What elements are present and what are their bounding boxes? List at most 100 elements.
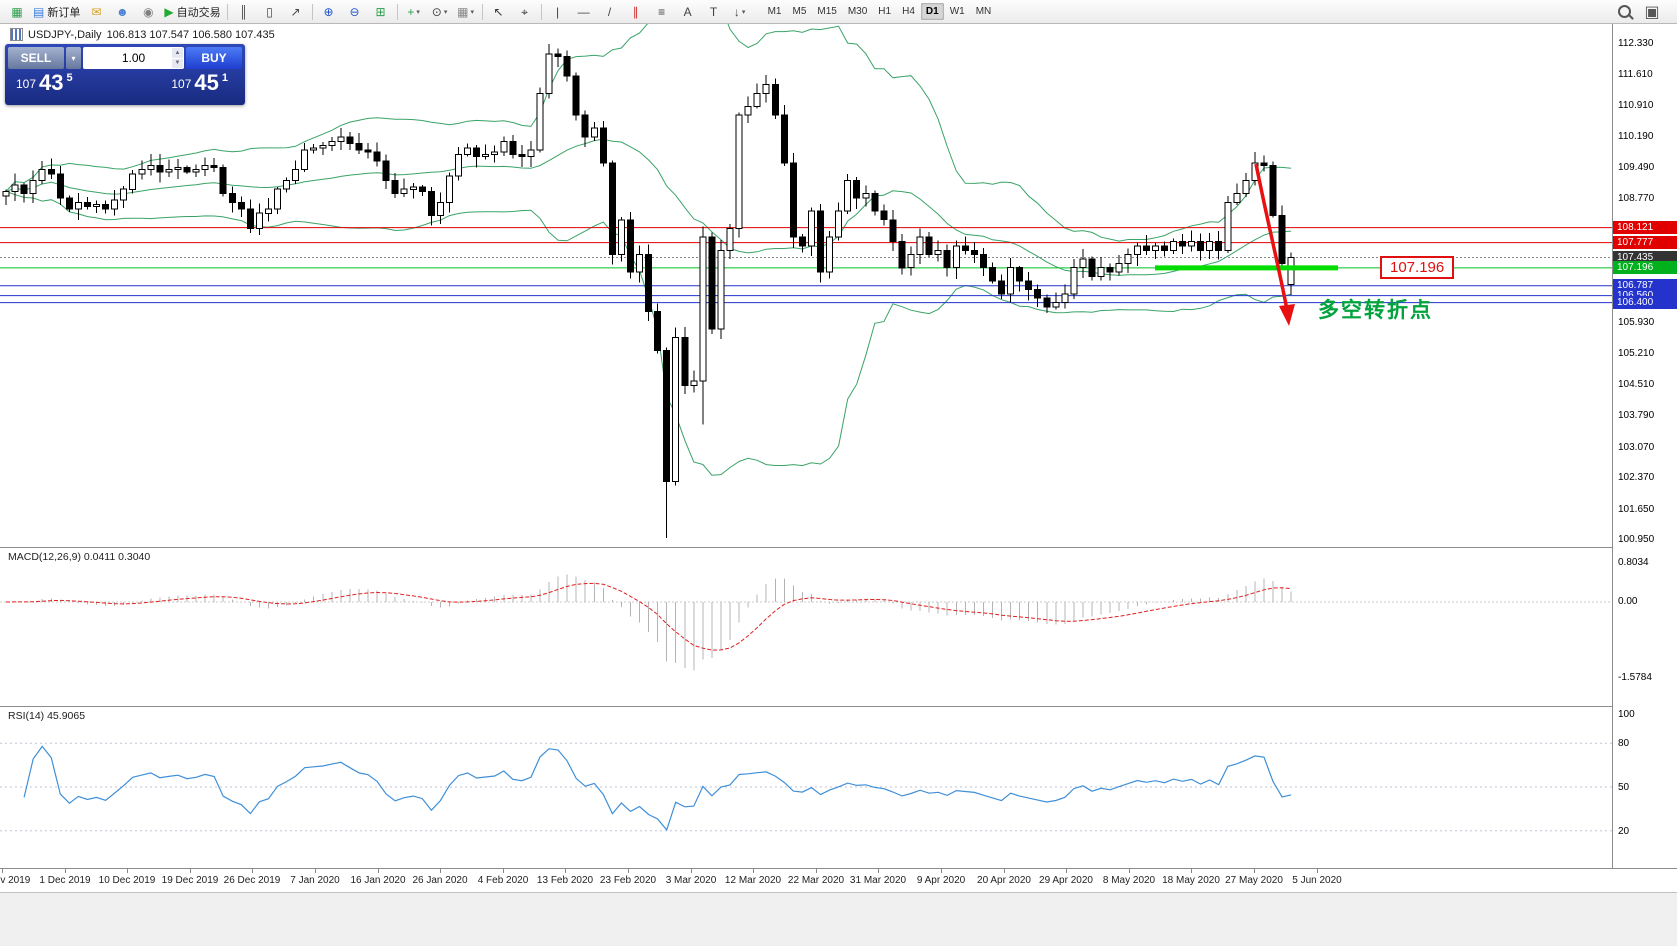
- tile-windows-icon[interactable]: ⊞: [368, 2, 394, 22]
- price-axis-label: 110.190: [1618, 131, 1654, 142]
- cycles-icon[interactable]: ⊙ ▾: [427, 2, 453, 22]
- text-icon[interactable]: A: [675, 2, 701, 22]
- tf-button-d1[interactable]: D1: [920, 3, 944, 20]
- crosshair-icon: ⌖: [521, 4, 528, 19]
- indicators-icon[interactable]: + ▾: [401, 2, 427, 22]
- horizontal-line-icon[interactable]: —: [571, 2, 597, 22]
- tf-button-mn[interactable]: MN: [975, 6, 992, 17]
- tf-button-m1[interactable]: M1: [767, 6, 782, 17]
- chevron-down-icon[interactable]: ▾: [416, 8, 420, 16]
- chart-title: USDJPY-,Daily 106.813 107.547 106.580 10…: [10, 28, 275, 41]
- candles-layer: [2, 44, 1295, 538]
- time-tick: [127, 869, 128, 873]
- alerts-icon: ✉: [91, 4, 102, 19]
- price-tag-108.121: 108.121: [1613, 221, 1677, 234]
- sell-price[interactable]: 107 43 5: [16, 72, 73, 94]
- fibonacci-icon: ≡: [658, 4, 666, 19]
- price-axis-label: 102.370: [1618, 472, 1655, 483]
- tf-button-w1[interactable]: W1: [949, 6, 965, 17]
- profile-icon[interactable]: ☻: [109, 2, 135, 22]
- new-order-button[interactable]: ▤ 新订单: [30, 2, 83, 22]
- search-icon[interactable]: [1618, 5, 1631, 18]
- crosshair-icon[interactable]: ⌖: [512, 2, 538, 22]
- channel-icon: ∥: [632, 4, 639, 19]
- down-arrow[interactable]: [1254, 163, 1289, 311]
- rsi-axis-label: 20: [1618, 826, 1630, 837]
- sell-price-point: 5: [66, 72, 73, 84]
- text-icon: A: [683, 4, 692, 19]
- tf-button-m5[interactable]: M5: [792, 6, 807, 17]
- spin-down-icon[interactable]: ▼: [172, 58, 183, 68]
- price-axis-label: 110.910: [1618, 100, 1654, 111]
- macd-histogram: [14, 574, 1292, 671]
- price-tag-107.777: 107.777: [1613, 236, 1677, 249]
- date-label: 12 Mar 2020: [724, 875, 782, 886]
- main-chart[interactable]: [0, 24, 1612, 548]
- shapes-icon[interactable]: ↓ ▾: [727, 2, 753, 22]
- date-label: 31 Mar 2020: [849, 875, 907, 886]
- chevron-down-icon[interactable]: ▾: [741, 8, 746, 16]
- community-icon[interactable]: ◉: [135, 2, 161, 22]
- pane-separator[interactable]: [0, 547, 1677, 548]
- zoom-out-icon[interactable]: ⊖: [342, 2, 368, 22]
- tf-button-m15[interactable]: M15: [817, 6, 837, 17]
- objects-icon[interactable]: ▦ ▾: [453, 2, 479, 22]
- macd-pane[interactable]: [0, 548, 1612, 707]
- order-type-dropdown[interactable]: ▾: [66, 47, 81, 69]
- time-tick: [503, 869, 504, 873]
- chart-window[interactable]: 112.330 111.610 110.910 110.190 109.490 108.7…: [0, 24, 1677, 946]
- tf-button-h1[interactable]: H1: [878, 6, 892, 17]
- price-axis-label: 103.070: [1618, 442, 1655, 453]
- trendline-icon[interactable]: /: [597, 2, 623, 22]
- time-axis[interactable]: 25 Nov 2019 1 Dec 2019 10 Dec 2019 19 Dec 2…: [0, 868, 1677, 892]
- volume-spinner[interactable]: ▲ ▼: [172, 48, 183, 68]
- date-label: 7 Jan 2020: [290, 875, 340, 886]
- macd-axis-label: -1.5784: [1618, 672, 1652, 683]
- alerts-icon[interactable]: ✉: [83, 2, 109, 22]
- price-axis[interactable]: 112.330 111.610 110.910 110.190 109.490 108.7…: [1612, 24, 1677, 868]
- buy-price-figure: 107: [171, 77, 192, 91]
- volume-input[interactable]: 1.00 ▲ ▼: [83, 47, 184, 69]
- app-icon: ▦: [11, 4, 23, 19]
- buy-price[interactable]: 107 45 1: [171, 72, 228, 94]
- date-label: 27 May 2020: [1225, 875, 1283, 886]
- date-label: 20 Apr 2020: [977, 875, 1031, 886]
- price-axis-label: 112.330: [1618, 38, 1654, 49]
- zoom-in-icon[interactable]: ⊕: [316, 2, 342, 22]
- price-tag-106.787: 106.787: [1613, 279, 1677, 292]
- line-chart-icon[interactable]: ↗: [283, 2, 309, 22]
- fibonacci-icon[interactable]: ≡: [649, 2, 675, 22]
- label-icon[interactable]: T: [701, 2, 727, 22]
- rsi-pane[interactable]: [0, 707, 1612, 868]
- time-tick: [1004, 869, 1005, 873]
- bottom-strip: [0, 892, 1677, 946]
- support-price-label[interactable]: 107.196: [1380, 256, 1455, 279]
- candlestick-icon[interactable]: ▯: [257, 2, 283, 22]
- vertical-line-icon[interactable]: |: [545, 2, 571, 22]
- price-axis-label: 103.790: [1618, 410, 1655, 421]
- toolbar-separator: [481, 3, 483, 20]
- tf-button-m30[interactable]: M30: [847, 6, 868, 17]
- date-label: 18 May 2020: [1162, 875, 1220, 886]
- bar-chart-icon[interactable]: ║: [231, 2, 257, 22]
- toolbar-separator: [311, 3, 313, 20]
- buy-button[interactable]: BUY: [186, 47, 242, 69]
- sell-button[interactable]: SELL: [8, 47, 64, 69]
- date-label: 9 Apr 2020: [916, 875, 966, 886]
- channel-icon[interactable]: ∥: [623, 2, 649, 22]
- time-tick: [878, 869, 879, 873]
- chevron-down-icon[interactable]: ▾: [443, 8, 448, 16]
- autotrade-button[interactable]: ▶ 自动交易: [161, 2, 223, 22]
- time-tick: [440, 869, 441, 873]
- community-icon: ◉: [143, 4, 154, 19]
- time-tick: [1254, 869, 1255, 873]
- time-tick: [628, 869, 629, 873]
- cursor-icon[interactable]: ↖: [486, 2, 512, 22]
- app-icon[interactable]: ▦: [4, 2, 30, 22]
- panels-icon[interactable]: ▣: [1644, 3, 1660, 21]
- spin-up-icon[interactable]: ▲: [172, 48, 183, 58]
- chevron-down-icon[interactable]: ▾: [470, 8, 474, 16]
- pane-separator[interactable]: [0, 706, 1677, 707]
- tile-windows-icon: ⊞: [375, 4, 386, 19]
- tf-button-h4[interactable]: H4: [902, 6, 915, 17]
